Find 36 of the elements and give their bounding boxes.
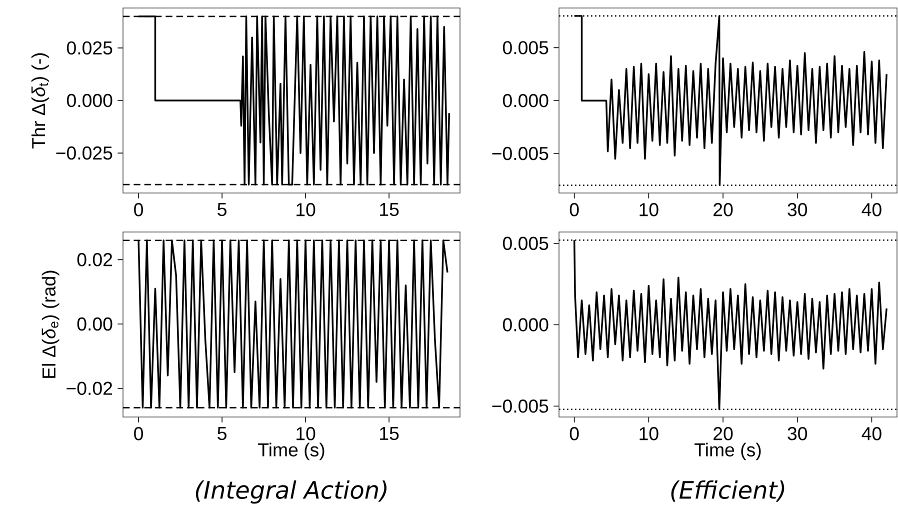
- y-tick-label: 0.005: [502, 236, 548, 250]
- x-tick-label: 30: [788, 203, 808, 216]
- x-tick-label: 5: [218, 203, 226, 216]
- x-tick-label: 15: [380, 203, 399, 216]
- x-tick-label: 40: [862, 203, 882, 216]
- y-tick-label: 0.005: [502, 41, 548, 54]
- x-tick-label: 20: [714, 203, 733, 216]
- y-tick-label: 0.000: [502, 94, 548, 108]
- x-tick-label: 15: [380, 427, 399, 440]
- y-tick-label: −0.025: [56, 146, 112, 160]
- y-tick-label: 0.00: [77, 317, 112, 331]
- x-tick-label: 10: [296, 203, 316, 216]
- x-tick-label: 5: [218, 427, 226, 440]
- text: (Efficient): [671, 480, 784, 502]
- y-tick-label: 0.02: [77, 253, 112, 266]
- x-tick-label: 0: [134, 427, 144, 440]
- x-tick-label: 40: [862, 427, 882, 440]
- y-tick-label: 0.025: [66, 41, 112, 55]
- y-tick-label: −0.005: [492, 399, 548, 413]
- x-axis-title: Time (s): [258, 442, 324, 460]
- y-tick-label: 0.000: [66, 94, 112, 108]
- x-tick-label: 30: [788, 427, 808, 440]
- y-tick-label: 0.000: [502, 318, 548, 332]
- y-tick-label: −0.005: [492, 146, 548, 160]
- x-tick-label: 0: [570, 203, 579, 216]
- x-tick-label: 0: [570, 427, 579, 440]
- y-axis-title: El Δ(δ$_{e}$) (rad): [42, 270, 60, 378]
- x-tick-label: 0: [134, 203, 144, 216]
- x-tick-label: 10: [296, 427, 316, 440]
- x-tick-label: 10: [640, 427, 658, 440]
- x-tick-label: 20: [714, 427, 733, 440]
- y-tick-label: −0.02: [66, 382, 112, 395]
- text: (Integral Action): [196, 480, 387, 504]
- x-tick-label: 10: [640, 203, 658, 216]
- y-axis-title: Thr Δ(δ$_{t}$) (-): [31, 53, 49, 148]
- x-axis-title: Time (s): [694, 442, 761, 460]
